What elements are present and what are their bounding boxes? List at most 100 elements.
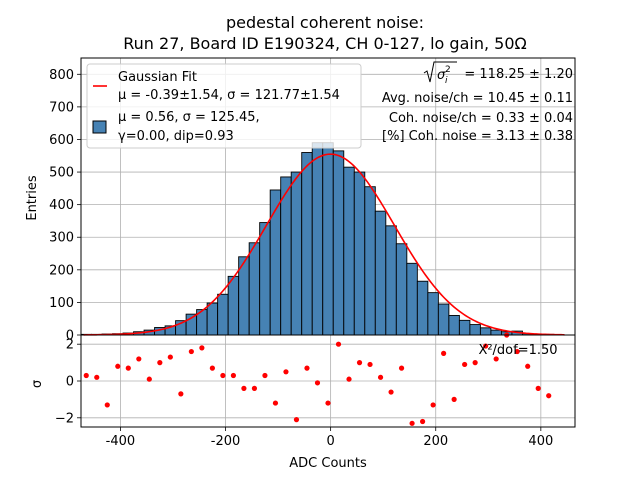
legend-histogram-label-1: μ = 0.56, σ = 125.45, [118,110,260,125]
bottom-y-tick-label: 0 [66,375,74,390]
residual-point [272,400,279,406]
top-y-tick-label: 0 [66,329,74,344]
histogram-bar [248,242,261,336]
top-y-tick-label: 400 [49,198,74,213]
chi2-label: X²/dof=1.50 [478,343,557,358]
histogram-bar [437,303,450,336]
legend-box [86,63,362,149]
histogram-bar [448,314,460,336]
legend-fit-label-1: Gaussian Fit [118,70,197,85]
residual-point [104,402,110,408]
residual-point [409,420,415,426]
residual-point [356,360,363,366]
histogram-bar [206,302,219,336]
histogram-bar [395,243,408,336]
residual-point [419,418,426,425]
histogram-bar [343,166,355,336]
histogram-bar [364,186,376,336]
stats-coh-percent: [%] Coh. noise = 3.13 ± 0.38 [382,129,573,144]
residual-point [535,385,541,391]
residual-point [377,374,384,380]
histogram-bar [301,152,313,336]
x-tick-label: 0 [326,434,334,449]
chart-title-line1: pedestal coherent noise: [226,13,424,32]
histogram-bars [80,142,555,336]
residual-point [220,372,226,379]
residual-point [462,361,468,368]
residual-point [472,360,478,366]
histogram-bar [479,327,492,336]
residual-point [199,345,205,351]
svg-text:i: i [445,76,448,86]
residual-point [483,343,489,349]
x-tick-label: -400 [106,434,136,449]
top-y-ticks: 0 100 200 300 400 500 600 700 800 [49,68,81,344]
bottom-y-ticks: −2 0 2 [55,338,81,426]
histogram-bar [290,171,303,336]
histogram-bar [427,292,439,336]
residual-points [83,332,552,426]
histogram-bar [353,171,366,336]
residual-point [514,348,520,355]
top-y-tick-label: 700 [49,100,74,115]
residual-point [346,376,352,382]
x-axis-label: ADC Counts [289,456,367,471]
histogram-bar [280,176,292,336]
stats-avg-noise: Avg. noise/ch = 10.45 ± 0.11 [382,91,573,106]
histogram-bar [332,150,345,336]
residual-point [493,356,499,362]
gaussian-fit-curve [83,153,565,336]
residual-point [304,365,310,371]
sigma-sum-symbol: σ 2 i [423,61,457,86]
histogram-bar [490,329,502,336]
bottom-y-tick-label: −2 [55,411,74,426]
residual-point [398,365,405,371]
top-y-tick-label: 100 [49,296,74,311]
residual-point [451,396,457,402]
histogram-bar [406,262,418,336]
residual-point [283,369,289,375]
residual-point [335,341,342,347]
y-axis-label-bottom: σ [30,380,45,388]
top-y-tick-label: 800 [49,68,74,83]
histogram-bar [217,293,229,336]
residual-point [125,365,131,371]
top-y-tick-label: 600 [49,133,74,148]
residual-point [136,356,142,362]
x-tick-label: -200 [211,434,241,449]
residual-point [314,380,321,386]
residual-point [441,350,447,356]
residual-point [367,361,373,368]
residual-point [230,372,237,379]
histogram-bar [416,280,429,336]
stats-coh-noise: Coh. noise/ch = 0.33 ± 0.04 [389,111,573,126]
x-tick-label: 200 [423,434,448,449]
residual-point [325,400,331,406]
legend-histogram-label-2: γ=0.00, dip=0.93 [118,129,234,144]
residual-point [546,393,552,399]
histogram-bar [385,225,397,336]
stats-annotation: σ 2 i = 118.25 ± 1.20 Avg. noise/ch = 10… [382,61,573,144]
svg-text:σ: σ [437,68,446,83]
residual-point [293,417,300,423]
bottom-y-tick-label: 2 [66,338,74,353]
histogram-bar [269,189,282,336]
chart-title-line2: Run 27, Board ID E190324, CH 0-127, lo g… [123,34,526,53]
x-ticks: -400 -200 0 200 400 [106,427,553,449]
residual-point [115,363,121,369]
residual-point [251,385,258,391]
legend-fit-label-2: μ = -0.39±1.54, σ = 121.77±1.54 [118,88,340,103]
residual-point [94,374,100,380]
histogram-bar [322,142,334,336]
histogram-bar [374,210,387,336]
residual-point [157,360,163,366]
histogram-bar [469,324,481,336]
legend: Gaussian Fit μ = -0.39±1.54, σ = 121.77±… [86,63,362,149]
residual-point [167,354,173,360]
x-tick-label: 400 [528,434,553,449]
top-y-tick-label: 500 [49,166,74,181]
histogram-bar [259,222,271,336]
residual-point [262,372,268,379]
stats-sigma-sum-value: = 118.25 ± 1.20 [464,67,573,82]
